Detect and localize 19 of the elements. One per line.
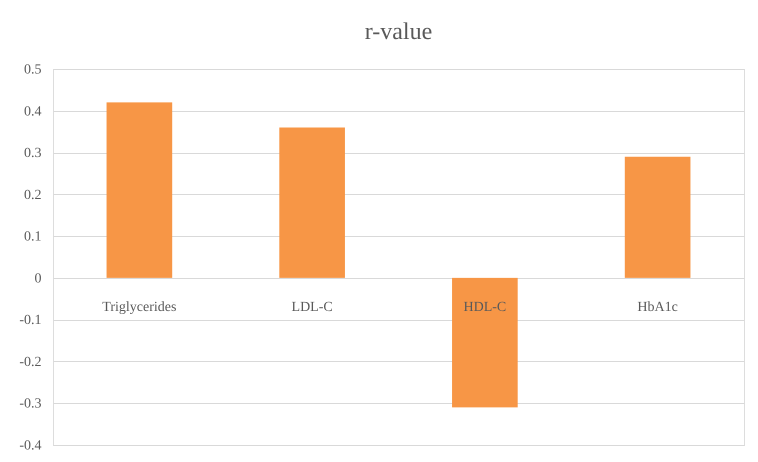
bar xyxy=(624,156,690,278)
y-tick-label: 0.4 xyxy=(24,104,42,120)
y-tick-label: -0.4 xyxy=(19,438,42,454)
y-tick-label: 0.2 xyxy=(24,188,42,203)
y-tick-label: -0.2 xyxy=(19,354,42,370)
x-tick-label: Triglycerides xyxy=(102,300,176,315)
bar xyxy=(452,278,518,408)
y-tick-label: -0.1 xyxy=(19,313,42,328)
y-tick-label: 0 xyxy=(34,271,42,286)
x-tick-label: HbA1c xyxy=(637,300,678,315)
bar xyxy=(106,102,172,278)
x-tick-label: LDL-C xyxy=(292,300,333,315)
y-tick-label: 0.5 xyxy=(24,62,42,78)
chart-title: r-value xyxy=(364,19,432,45)
x-tick-label: HDL-C xyxy=(463,300,506,315)
y-tick-label: 0.3 xyxy=(24,146,42,162)
y-tick-label: 0.1 xyxy=(24,230,42,245)
y-tick-label: -0.3 xyxy=(19,396,42,412)
bar xyxy=(279,127,345,278)
